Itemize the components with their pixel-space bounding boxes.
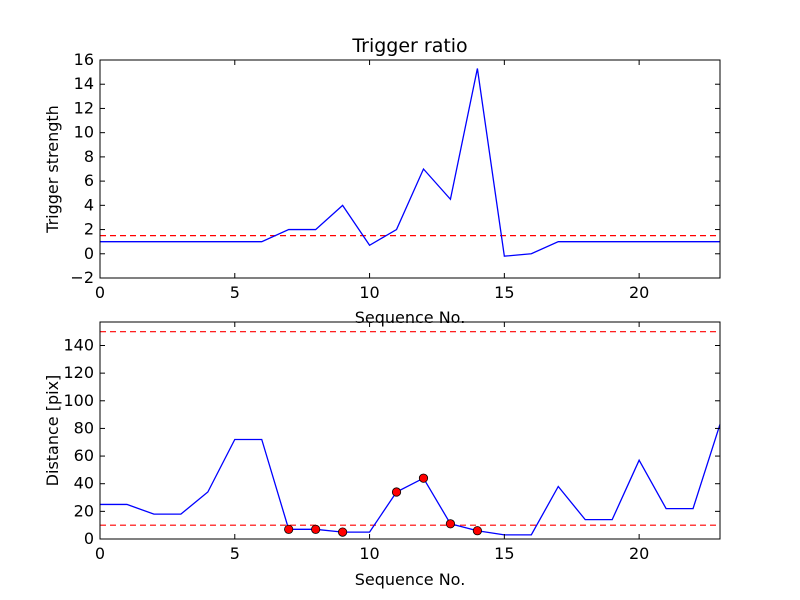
x-tick-label: 20 bbox=[629, 283, 649, 302]
y-tick-label: 8 bbox=[84, 147, 94, 166]
y-tick-label: 120 bbox=[63, 363, 94, 382]
data-point-marker bbox=[284, 524, 294, 534]
y-tick-label: 80 bbox=[74, 418, 94, 437]
y-tick-label: 60 bbox=[74, 446, 94, 465]
x-tick-label: 0 bbox=[95, 283, 105, 302]
plot-frame bbox=[99, 59, 721, 279]
data-point-marker bbox=[418, 473, 429, 483]
x-tick-label: 10 bbox=[359, 283, 379, 302]
y-tick-label: 100 bbox=[63, 391, 94, 410]
x-tick-label: 5 bbox=[230, 283, 240, 302]
y-tick-label: 14 bbox=[74, 74, 94, 93]
data-point-marker bbox=[338, 527, 348, 537]
y-tick-label: 140 bbox=[63, 335, 94, 354]
bottom-chart: 0 5 10 15 20 0 20 40 60 80 100 120 140 Sequence No. Di… bbox=[43, 321, 721, 589]
y-tick-label: −2 bbox=[70, 268, 94, 287]
series-line bbox=[100, 68, 720, 257]
chart-title: Trigger ratio bbox=[351, 35, 467, 57]
x-axis-label: Sequence No. bbox=[355, 570, 466, 589]
x-tick-label: 0 bbox=[95, 544, 105, 563]
y-tick-label: 10 bbox=[74, 123, 94, 142]
x-axis-label: Sequence No. bbox=[355, 308, 466, 327]
data-point-marker bbox=[311, 524, 321, 534]
x-tick-label: 10 bbox=[359, 544, 379, 563]
data-point-marker bbox=[391, 487, 402, 497]
x-tick-label: 15 bbox=[494, 544, 514, 563]
y-tick-label: 4 bbox=[84, 195, 94, 214]
y-tick-label: 40 bbox=[74, 474, 94, 493]
y-axis-label: Trigger strength bbox=[43, 105, 62, 234]
x-tick-label: 20 bbox=[629, 544, 649, 563]
series-line bbox=[100, 424, 721, 536]
y-tick-label: 12 bbox=[74, 98, 94, 117]
data-point-marker bbox=[445, 519, 456, 529]
y-axis-label: Distance [pix] bbox=[43, 375, 62, 487]
data-point-marker bbox=[472, 526, 482, 536]
y-tick-label: 20 bbox=[74, 501, 94, 520]
y-tick-label: 6 bbox=[84, 171, 94, 190]
x-tick-label: 5 bbox=[230, 544, 240, 563]
x-tick-label: 15 bbox=[494, 283, 514, 302]
y-tick-label: 0 bbox=[84, 529, 94, 548]
y-tick-label: 16 bbox=[74, 50, 94, 69]
plot-frame bbox=[99, 321, 721, 540]
y-tick-label: 0 bbox=[84, 244, 94, 263]
y-tick-label: 2 bbox=[84, 220, 94, 239]
